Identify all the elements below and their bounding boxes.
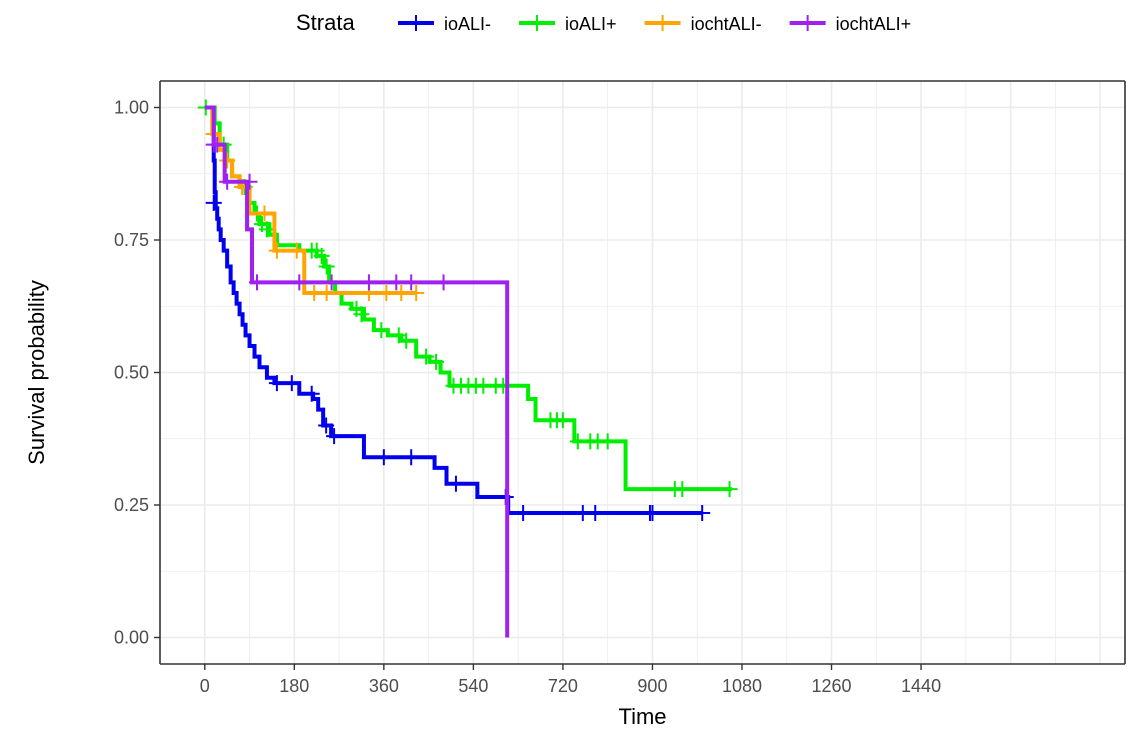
survival-curve [204,105,703,515]
censor-mark [258,221,275,238]
x-axis-title: Time [618,704,666,729]
legend: Strata ioALI-ioALI+ iochtALI-iochtALI+ [296,10,911,35]
x-tick-label: 900 [637,676,667,696]
censor-mark [241,173,258,190]
x-tick-label: 720 [548,676,578,696]
censor-mark [291,274,308,291]
legend-items: ioALI-ioALI+ iochtALI-iochtALI+ [398,14,911,34]
censor-mark [303,385,320,402]
censor-mark [318,417,335,434]
censor-mark [205,194,222,211]
series-ioALI- [204,105,711,521]
censor-mark [326,428,343,445]
censor-mark [318,258,335,275]
legend-item-iochtALI+: iochtALI+ [789,14,912,34]
censor-mark [554,412,571,429]
legend-label: iochtALI- [691,14,762,34]
legend-item-ioALI+: ioALI+ [519,14,617,34]
censor-mark [209,136,226,153]
legend-item-ioALI-: ioALI- [398,14,491,34]
censor-mark [393,285,410,301]
censor-mark [256,205,273,222]
legend-label: ioALI- [444,14,491,34]
censor-mark [378,285,395,301]
censor-mark [375,449,392,466]
y-tick-label: 0.75 [114,230,149,250]
x-tick-label: 1080 [722,676,762,696]
censor-mark [674,481,691,498]
legend-label: iochtALI+ [836,14,912,34]
censor-mark [268,375,285,392]
x-tick-label: 540 [458,676,488,696]
x-tick-label: 360 [369,676,399,696]
legend-item-iochtALI-: iochtALI- [644,14,762,34]
censor-mark [323,274,340,291]
censor-mark [721,481,738,498]
y-tick-label: 0.50 [114,363,149,383]
censor-mark [428,353,445,370]
censor-mark [599,433,616,450]
censor-mark [283,375,300,392]
censor-mark [694,504,711,521]
censor-mark [373,322,390,339]
censor-mark [447,475,464,492]
y-tick-label: 0.25 [114,495,149,515]
censor-mark [515,504,532,521]
censor-mark [398,332,415,349]
censor-mark [644,504,661,521]
series-iochtALI+ [204,105,510,638]
censor-mark [418,348,435,365]
x-tick-label: 1260 [811,676,851,696]
censor-mark [353,306,370,323]
censor-mark [435,274,452,291]
censor-mark [388,274,405,291]
censor-mark [268,242,285,259]
series-layer [197,99,738,638]
censor-mark [587,504,604,521]
censor-mark [318,285,335,301]
axes: 0 180 360 540 720 900 1080 1260 1440 0.00 0.25 0.50… [114,80,1126,696]
censor-mark [313,247,330,264]
y-tick-label: 0.00 [114,628,149,648]
censor-mark [360,274,377,291]
x-tick-label: 1440 [901,676,941,696]
censor-mark [248,274,265,291]
legend-title: Strata [296,10,355,35]
censor-mark [403,449,420,466]
censor-mark [219,152,236,169]
y-tick-label: 1.00 [114,98,149,118]
censor-mark [288,242,305,259]
x-tick-label: 180 [279,676,309,696]
censor-mark [219,173,236,190]
legend-label: ioALI+ [565,14,617,34]
censor-mark [403,274,420,291]
censor-mark [408,285,425,301]
series-iochtALI- [204,105,425,301]
y-axis-title: Survival probability [24,280,49,465]
x-tick-label: 0 [200,676,210,696]
